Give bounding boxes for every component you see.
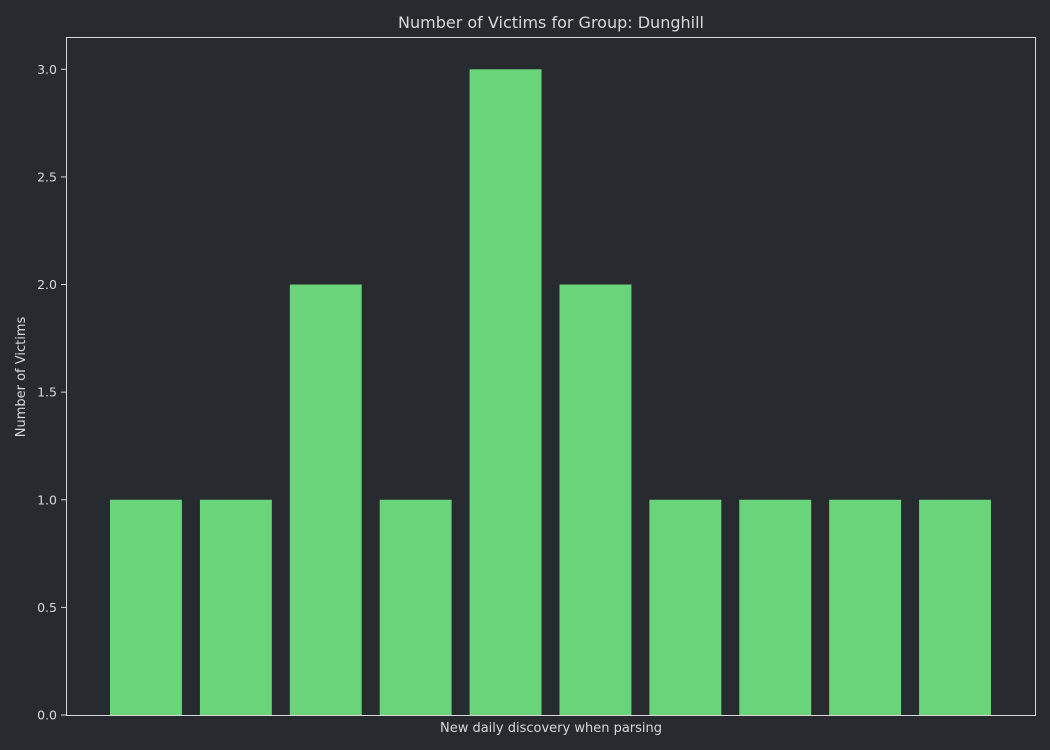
y-tick-label: 1.0 [37,492,57,507]
y-axis-label: Number of Victims [14,317,29,438]
y-tick-label: 2.0 [37,277,57,292]
y-tick-label: 0.0 [37,708,57,723]
bar-6 [559,284,632,715]
bar-10 [919,499,991,715]
bar-1 [110,499,182,715]
bar-3 [289,284,362,715]
plot-frame [66,37,1036,716]
chart-title: Number of Victims for Group: Dunghill [398,13,704,32]
bar-8 [739,499,812,715]
bar-9 [829,499,902,715]
x-axis-label: New daily discovery when parsing [440,721,662,736]
y-tick-label: 2.5 [37,169,57,184]
bar-2 [199,499,272,715]
y-tick-label: 3.0 [37,62,57,77]
y-axis: 0.0 0.5 1.0 1.5 2.0 2.5 3.0 [37,62,66,723]
y-tick-label: 0.5 [37,600,57,615]
bars-group [110,69,991,716]
bar-7 [649,499,722,715]
y-tick-label: 1.5 [37,385,57,400]
bar-5 [469,69,542,716]
bar-4 [379,499,452,715]
